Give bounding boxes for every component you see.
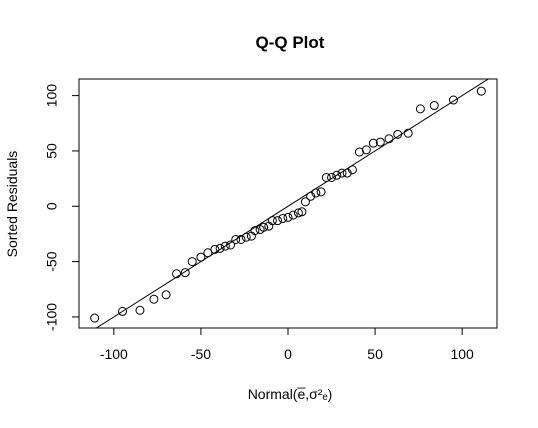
data-point	[476, 86, 486, 96]
data-point	[321, 172, 331, 182]
chart-title: Q-Q Plot	[256, 33, 325, 52]
data-point	[149, 294, 159, 304]
data-point	[90, 313, 100, 323]
data-point	[236, 234, 246, 244]
data-point	[448, 95, 458, 105]
x-axis-label: Normal(e̅,σ²ₑ)	[248, 386, 333, 402]
y-axis-label: Sorted Residuals	[4, 151, 20, 258]
data-point	[342, 168, 352, 178]
y-tick-label: 50	[44, 143, 60, 159]
y-axis: -100 -50 0 50 100	[44, 84, 80, 331]
data-point	[180, 268, 190, 278]
plot-frame	[78, 78, 498, 329]
data-point	[347, 165, 357, 175]
data-point	[293, 208, 303, 218]
y-tick-label: -50	[44, 251, 60, 271]
data-point	[327, 172, 337, 182]
data-point	[226, 240, 236, 250]
data-point	[118, 306, 128, 316]
data-point	[210, 244, 220, 254]
data-point	[415, 104, 425, 114]
y-tick-label: 100	[44, 84, 60, 108]
x-tick-label: -50	[191, 346, 211, 362]
data-point	[316, 187, 326, 197]
data-point	[361, 145, 371, 155]
data-point	[375, 137, 385, 147]
data-point	[135, 305, 145, 315]
x-tick-label: 50	[367, 346, 383, 362]
data-point	[278, 213, 288, 223]
reference-line	[95, 79, 490, 328]
data-point	[393, 129, 403, 139]
data-point	[161, 290, 171, 300]
data-point	[384, 134, 394, 144]
data-point	[332, 170, 342, 180]
data-point	[288, 210, 298, 220]
data-point	[273, 216, 283, 226]
data-point	[337, 168, 347, 178]
data-point	[297, 207, 307, 217]
data-point	[283, 212, 293, 222]
data-point	[368, 138, 378, 148]
data-point	[259, 222, 269, 232]
data-point	[231, 234, 241, 244]
x-tick-label: 100	[450, 346, 474, 362]
data-point	[306, 191, 316, 201]
data-point	[241, 232, 251, 242]
y-tick-label: 0	[44, 202, 60, 210]
data-point	[196, 252, 206, 262]
x-tick-label: 0	[284, 346, 292, 362]
data-point	[215, 243, 225, 253]
data-point	[403, 128, 413, 138]
data-point	[300, 197, 310, 207]
data-point	[172, 269, 182, 279]
x-tick-label: -100	[100, 346, 128, 362]
y-tick-label: -100	[44, 303, 60, 331]
x-axis: -100 -50 0 50 100	[100, 327, 474, 362]
data-point	[429, 101, 439, 111]
data-point	[250, 226, 260, 236]
data-point	[311, 188, 321, 198]
data-point	[187, 257, 197, 267]
data-point	[220, 241, 230, 251]
data-point	[267, 216, 277, 226]
